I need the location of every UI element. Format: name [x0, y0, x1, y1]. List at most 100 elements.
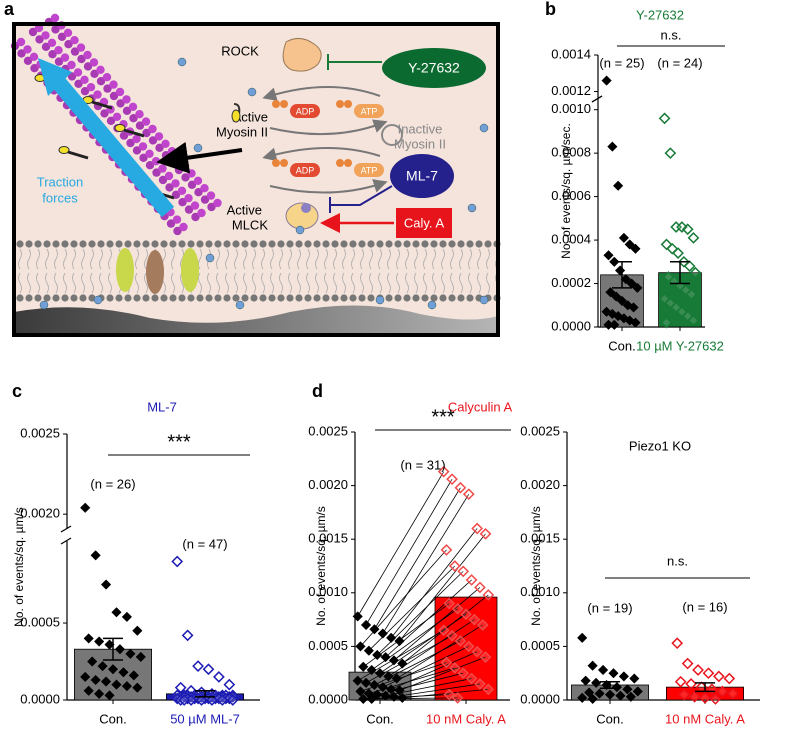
chart-title: Y-27632 — [636, 7, 684, 22]
actin-bead — [145, 149, 154, 158]
data-point — [632, 686, 643, 697]
y-tick-label: 0.0006 — [551, 188, 591, 203]
data-point — [437, 465, 450, 478]
lipid-head — [169, 240, 177, 248]
y-axis-label: No. of events/sq. µm/sec. — [559, 123, 573, 259]
lipid-head — [457, 240, 465, 248]
lipid-head — [214, 240, 222, 248]
significance-label: *** — [431, 406, 455, 428]
lipid-tail — [288, 248, 292, 270]
actin-bead — [177, 186, 187, 195]
lipid-tail — [486, 272, 490, 294]
actin-bead — [191, 212, 200, 222]
data-point — [692, 664, 704, 676]
data-point — [355, 686, 366, 697]
atp-label: ATP — [361, 165, 378, 175]
actin-bead — [73, 68, 83, 77]
data-point — [181, 629, 194, 642]
actin-bead — [35, 35, 44, 44]
actin-bead — [145, 161, 155, 170]
data-point — [100, 579, 112, 590]
x-tick-label: Con. — [608, 338, 635, 353]
actin-bead — [200, 184, 209, 193]
data-point — [471, 645, 484, 658]
lipid-head — [142, 240, 150, 248]
calya-label: Caly. A — [404, 215, 445, 230]
data-point — [171, 555, 184, 568]
data-point — [451, 603, 464, 615]
lipid-tail — [351, 248, 355, 270]
lipid-head — [205, 294, 213, 302]
y-tick-label: 0.0025 — [308, 423, 348, 438]
significance-label: n.s. — [667, 553, 688, 568]
data-point — [685, 288, 698, 301]
panel-letter: b — [545, 0, 556, 19]
lipid-tail — [90, 272, 94, 294]
data-point — [440, 656, 453, 669]
data-point — [597, 664, 609, 676]
y-tick-label: 0.0020 — [20, 506, 60, 521]
traction-label: Traction — [37, 174, 83, 189]
lipid-head — [34, 240, 42, 248]
data-point — [683, 260, 696, 273]
lipid-tail — [234, 272, 238, 294]
lipid-head — [430, 294, 438, 302]
y-tick-label: 0.0005 — [20, 614, 60, 629]
lipid-tail — [414, 248, 418, 270]
lipid-head — [421, 294, 429, 302]
lipid-head — [232, 294, 240, 302]
lipid-tail — [135, 248, 139, 270]
actin-bead — [200, 195, 210, 204]
actin-bead — [83, 62, 93, 71]
lipid-head — [214, 294, 222, 302]
actin-bead — [148, 124, 157, 134]
panel-letter: d — [312, 381, 323, 401]
lipid-tail — [279, 248, 283, 270]
chart-panel: b Y-27632 No. of events/sq. µm/sec. 0.0000 0… — [545, 0, 725, 353]
data-point — [388, 691, 400, 702]
lipid-head — [295, 294, 303, 302]
data-point — [630, 243, 641, 254]
myosin-tail — [91, 100, 113, 110]
n-label: (n = 26) — [90, 476, 135, 491]
lipid-tail — [171, 248, 175, 270]
lipid-head — [196, 294, 204, 302]
lipid-head — [259, 294, 267, 302]
data-point — [391, 673, 402, 684]
data-point — [612, 180, 624, 191]
panel-letter: c — [12, 381, 22, 401]
lipid-head — [412, 240, 420, 248]
pair-line — [402, 594, 489, 664]
actin-bead — [180, 161, 190, 171]
actin-bead — [109, 91, 119, 101]
data-point — [615, 690, 626, 701]
data-point — [216, 694, 229, 706]
lipid-tail — [351, 272, 355, 294]
data-point — [622, 684, 633, 695]
lipid-head — [403, 294, 411, 302]
lipid-tail — [36, 272, 40, 294]
data-point — [80, 671, 91, 683]
data-point — [601, 306, 612, 317]
x-tick-label: 10 µM Y-27632 — [636, 338, 724, 353]
lipid-head — [250, 294, 258, 302]
adp-label: ADP — [296, 165, 315, 175]
lipid-tail — [297, 272, 301, 294]
actin-bead — [184, 205, 194, 214]
data-point — [132, 625, 143, 636]
data-point — [355, 641, 366, 652]
data-point — [685, 678, 697, 690]
data-point — [468, 613, 481, 626]
data-point — [628, 302, 639, 313]
actin-bead — [80, 75, 89, 85]
lipid-head — [52, 294, 60, 302]
integrin — [181, 248, 199, 292]
actin-bead — [47, 38, 57, 47]
axis-break — [591, 95, 603, 103]
chart-panel: d Calyculin A No. of events/sq. µm/s 0.0000… — [308, 381, 512, 727]
n-label: (n = 16) — [682, 599, 727, 614]
lipid-tail — [315, 272, 319, 294]
y-tick-label: 0.0005 — [520, 638, 560, 653]
actin-bead — [187, 180, 197, 189]
lipid-head — [268, 294, 276, 302]
